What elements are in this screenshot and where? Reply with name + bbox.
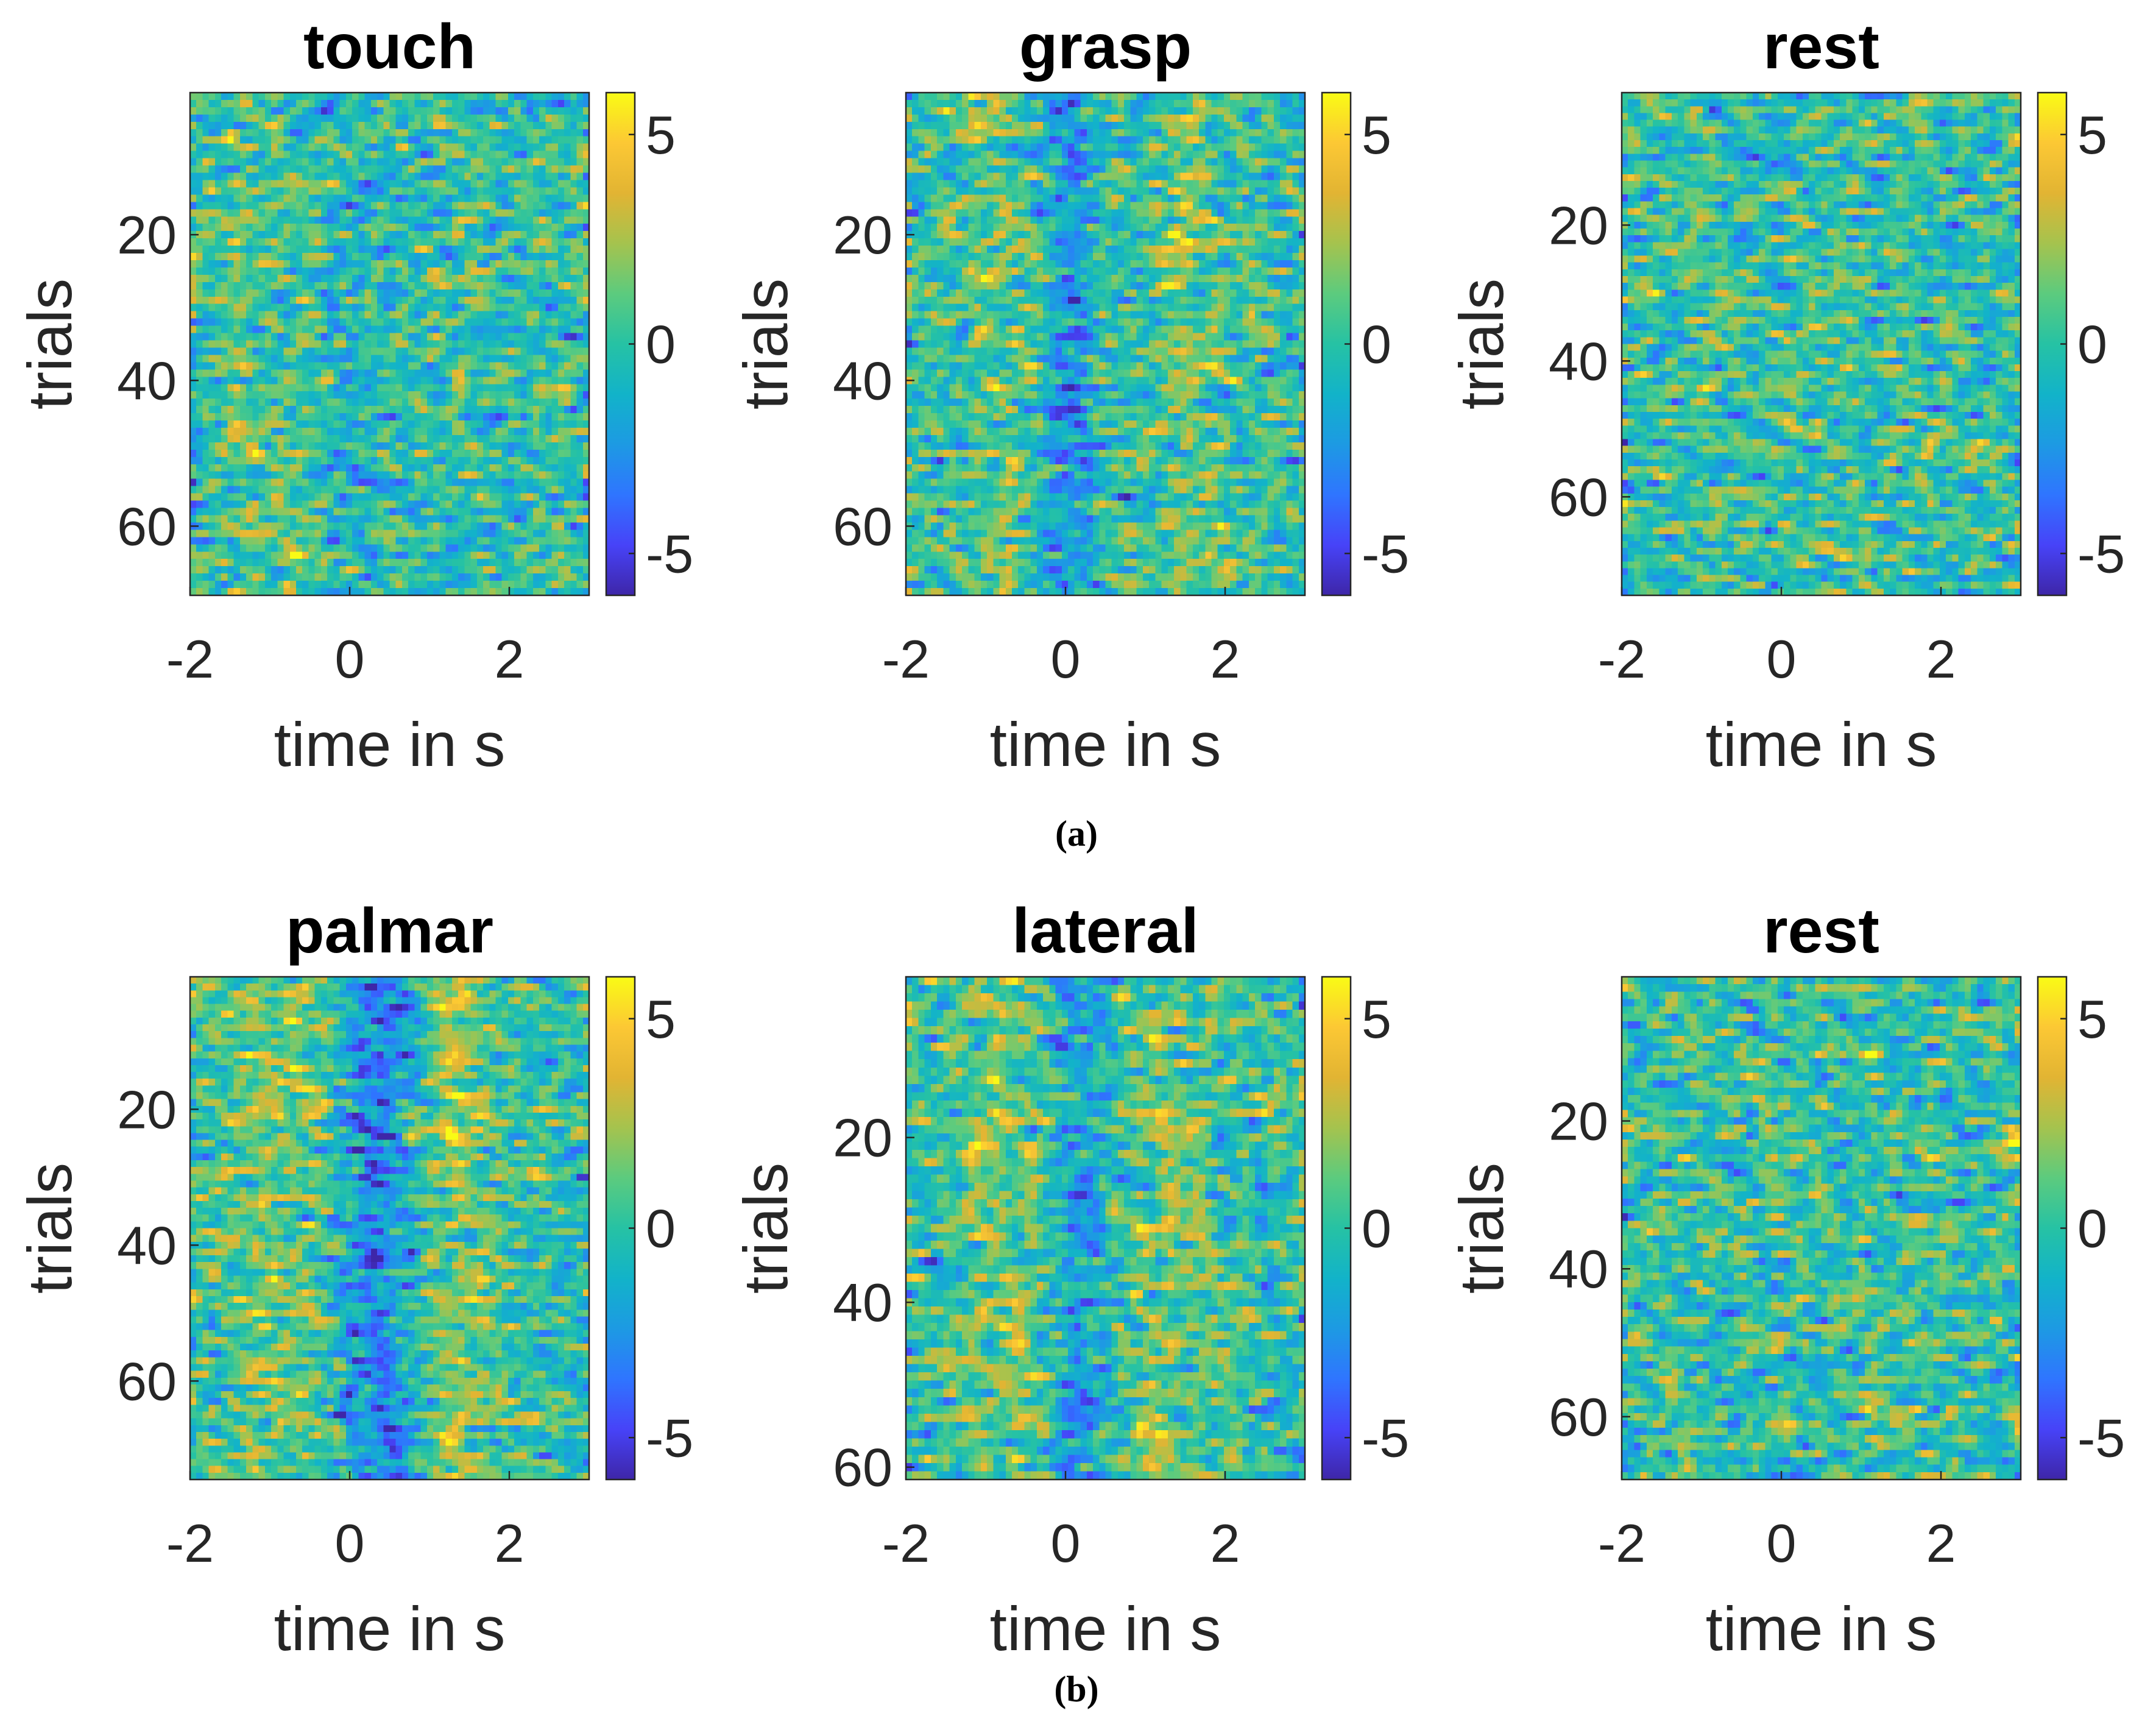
heatmap-image [190, 93, 589, 595]
y-tick-label: 40 [1549, 1239, 1608, 1299]
x-tick-label: 0 [1767, 1513, 1797, 1573]
y-tick-label: 60 [833, 496, 892, 556]
y-axis-label: trials [15, 278, 85, 409]
x-axis-label: time in s [1706, 1594, 1937, 1664]
panel-title: palmar [286, 896, 493, 966]
y-tick-label: 40 [117, 1215, 177, 1275]
axes-box [1621, 91, 2022, 597]
colorbar-tick-label: 0 [1362, 1199, 1391, 1259]
x-tick-label: 2 [1926, 629, 1956, 689]
x-tick-label: 2 [1926, 1513, 1956, 1573]
x-tick-label: 2 [1211, 1513, 1240, 1573]
y-tick-label: 60 [833, 1437, 892, 1498]
panel-title: touch [303, 12, 476, 82]
colorbar-tick-label: 0 [2077, 1199, 2107, 1259]
colorbar-tick-label: 0 [646, 1199, 676, 1259]
axes-box [905, 976, 1306, 1481]
heatmap-image [906, 93, 1305, 595]
x-tick-label: -2 [882, 1513, 930, 1573]
y-tick-label: 40 [117, 350, 177, 411]
y-tick-label: 20 [1549, 195, 1608, 255]
y-tick-label: 40 [833, 350, 892, 411]
y-axis-label: trials [1447, 278, 1516, 409]
x-tick-label: 0 [1051, 1513, 1081, 1573]
colorbar-tick-label: -5 [2077, 1408, 2125, 1468]
panel-a-grasp: grasp -2 0 2 20 40 60 time in s trials 5 0 -5 [731, 12, 1409, 779]
colorbar-tick-label: 0 [2077, 314, 2107, 375]
colorbar-tick-label: 5 [2077, 989, 2107, 1049]
y-tick-label: 40 [833, 1272, 892, 1333]
y-tick-label: 60 [1549, 467, 1608, 527]
heatmap-image [190, 977, 589, 1480]
x-tick-label: -2 [1598, 629, 1645, 689]
axes-box [189, 91, 590, 597]
x-tick-label: 2 [495, 1513, 525, 1573]
heatmap-image [1622, 93, 2021, 595]
colorbar-tick-label: 0 [646, 314, 676, 375]
y-tick-label: 20 [117, 1079, 177, 1140]
colorbar-tick-label: 0 [1362, 314, 1391, 375]
x-axis-label: time in s [990, 710, 1221, 779]
axes-box [1621, 976, 2022, 1481]
y-tick-label: 60 [1549, 1387, 1608, 1447]
x-axis-label: time in s [990, 1594, 1221, 1664]
y-tick-label: 20 [1549, 1091, 1608, 1152]
colorbar-tick-label: -5 [1362, 523, 1409, 584]
colorbar-tick-label: -5 [646, 523, 693, 584]
panel-a-rest: rest -2 0 2 20 40 60 time in s trials 5 0 -5 [1447, 12, 2125, 779]
x-axis-label: time in s [274, 710, 506, 779]
x-tick-label: 0 [1767, 629, 1797, 689]
x-tick-label: 0 [1051, 629, 1081, 689]
y-axis-label: trials [15, 1163, 85, 1294]
colorbar-tick-label: 5 [646, 989, 676, 1049]
y-tick-label: 20 [833, 205, 892, 265]
colorbar-tick-label: -5 [1362, 1408, 1409, 1468]
y-axis-label: trials [731, 1163, 801, 1294]
panel-b-lateral: lateral -2 0 2 20 40 60 time in s trials 5 0 -5 [731, 896, 1409, 1664]
x-axis-label: time in s [274, 1594, 506, 1664]
x-tick-label: -2 [166, 629, 214, 689]
panel-b-rest: rest -2 0 2 20 40 60 time in s trials 5 0 -5 [1447, 896, 2125, 1664]
axes-box [189, 976, 590, 1481]
y-tick-label: 40 [1549, 331, 1608, 391]
x-tick-label: 0 [335, 1513, 365, 1573]
colorbar-tick-label: 5 [2077, 105, 2107, 165]
x-tick-label: 0 [335, 629, 365, 689]
y-tick-label: 20 [117, 205, 177, 265]
y-tick-label: 60 [117, 496, 177, 556]
panel-title: lateral [1012, 896, 1198, 966]
axes-box [905, 91, 1306, 597]
x-tick-label: -2 [882, 629, 930, 689]
heatmap-image [906, 977, 1305, 1480]
x-tick-label: -2 [166, 1513, 214, 1573]
panel-a-touch: touch -2 0 2 20 40 60 time in s trials 5 0 -5 [15, 12, 693, 779]
heatmap-image [1622, 977, 2021, 1480]
colorbar-tick-label: 5 [1362, 105, 1391, 165]
colorbar-tick-label: 5 [1362, 989, 1391, 1049]
x-tick-label: -2 [1598, 1513, 1645, 1573]
panel-title: rest [1763, 896, 1879, 966]
y-axis-label: trials [1447, 1163, 1516, 1294]
colorbar-tick-label: -5 [2077, 523, 2125, 584]
caption-b: (b) [1054, 1669, 1098, 1709]
colorbar-tick-label: 5 [646, 105, 676, 165]
panel-title: grasp [1019, 12, 1192, 82]
colorbar-tick-label: -5 [646, 1408, 693, 1468]
x-tick-label: 2 [1211, 629, 1240, 689]
y-tick-label: 60 [117, 1351, 177, 1411]
panel-title: rest [1763, 12, 1879, 82]
x-axis-label: time in s [1706, 710, 1937, 779]
panel-b-palmar: palmar -2 0 2 20 40 60 time in s trials 5 0 -5 [15, 896, 693, 1664]
x-tick-label: 2 [495, 629, 525, 689]
y-tick-label: 20 [833, 1108, 892, 1168]
caption-a: (a) [1055, 813, 1098, 854]
y-axis-label: trials [731, 278, 801, 409]
